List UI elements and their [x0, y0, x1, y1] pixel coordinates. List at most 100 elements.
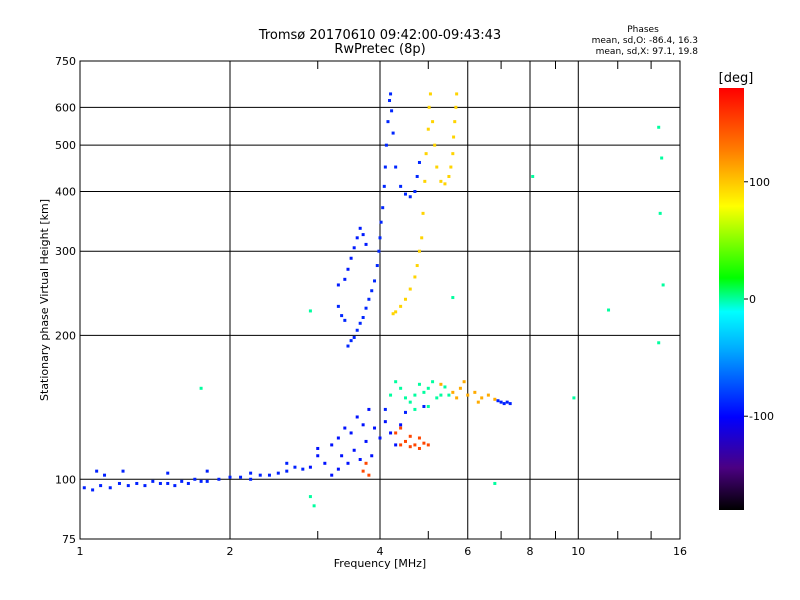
- data-point: [389, 431, 393, 435]
- x-tick-label: 8: [527, 545, 534, 558]
- data-point: [370, 289, 374, 293]
- data-point: [661, 283, 665, 287]
- data-point: [166, 481, 170, 485]
- data-point: [454, 105, 458, 109]
- data-point: [249, 471, 253, 475]
- data-point: [426, 386, 430, 390]
- data-point: [422, 404, 426, 408]
- data-point: [428, 92, 432, 96]
- data-point: [462, 380, 466, 384]
- data-point: [323, 461, 327, 465]
- data-point: [452, 135, 456, 139]
- data-point: [285, 461, 289, 465]
- data-point: [343, 426, 347, 430]
- data-point: [493, 481, 497, 485]
- data-point: [435, 165, 439, 169]
- data-point: [399, 304, 403, 308]
- data-point: [103, 473, 107, 477]
- data-point: [228, 475, 232, 479]
- y-tick-labels: 75 100 200 300 400 500 600 750: [55, 55, 76, 546]
- data-point: [417, 382, 421, 386]
- data-point: [476, 400, 480, 404]
- data-point: [330, 473, 334, 477]
- data-point: [508, 402, 512, 406]
- data-point: [417, 436, 421, 440]
- data-point: [502, 402, 506, 406]
- data-point: [391, 131, 395, 135]
- data-point: [420, 236, 424, 240]
- data-point: [423, 179, 427, 183]
- series-8: [391, 92, 459, 316]
- data-point: [403, 297, 407, 301]
- x-tick-label: 10: [571, 545, 585, 558]
- data-point: [453, 120, 457, 124]
- data-point: [531, 174, 535, 178]
- series-9: [199, 125, 665, 508]
- data-point: [239, 475, 243, 479]
- data-point: [415, 174, 419, 178]
- data-point: [355, 236, 359, 240]
- data-point: [355, 328, 359, 332]
- data-point: [316, 454, 320, 458]
- plot-frame: [79, 60, 681, 540]
- data-point: [158, 481, 162, 485]
- data-point: [403, 192, 407, 196]
- y-tick-label: 200: [55, 329, 76, 342]
- data-point: [657, 341, 661, 345]
- series-5: [361, 426, 430, 477]
- data-point: [340, 314, 344, 318]
- data-point: [267, 473, 271, 477]
- data-point: [433, 143, 437, 147]
- data-point: [424, 152, 428, 156]
- x-tick-label: 1: [77, 545, 84, 558]
- data-point: [340, 454, 344, 458]
- data-point: [431, 380, 435, 384]
- data-point: [352, 246, 356, 250]
- series-2: [389, 380, 451, 411]
- stats-o-mode: mean, sd,O: -86.4, 16.3: [592, 36, 698, 46]
- data-point: [417, 446, 421, 450]
- data-point: [408, 400, 412, 404]
- series-4: [383, 399, 512, 414]
- data-point: [499, 400, 503, 404]
- data-point: [166, 471, 170, 475]
- data-point: [422, 390, 426, 394]
- data-point: [82, 486, 86, 490]
- data-point: [480, 396, 484, 400]
- data-point: [403, 410, 407, 414]
- data-point: [346, 267, 350, 271]
- data-point: [364, 439, 368, 443]
- data-point: [91, 488, 95, 492]
- data-point: [199, 386, 203, 390]
- data-point: [403, 439, 407, 443]
- colorbar-label: [deg]: [719, 71, 754, 86]
- data-point: [486, 393, 490, 397]
- data-point: [249, 477, 253, 481]
- data-point: [336, 467, 340, 471]
- data-point: [95, 469, 99, 473]
- data-point: [205, 469, 209, 473]
- series-3: [439, 380, 497, 404]
- series-0: [82, 461, 305, 492]
- data-point: [427, 105, 431, 109]
- data-point: [349, 256, 353, 260]
- data-point: [205, 479, 209, 483]
- data-point: [390, 109, 394, 113]
- data-point: [455, 92, 459, 96]
- data-point: [358, 457, 362, 461]
- y-tick-label: 75: [62, 533, 76, 546]
- data-point: [143, 484, 147, 488]
- data-point: [572, 396, 576, 400]
- data-point: [413, 443, 417, 447]
- data-point: [364, 461, 368, 465]
- colorbar: [719, 88, 744, 510]
- y-axis-label: Stationary phase Virtual Height [km]: [38, 199, 51, 401]
- x-tick-label: 6: [464, 545, 471, 558]
- data-point: [355, 415, 359, 419]
- data-point: [367, 407, 371, 411]
- y-tick-label: 100: [55, 473, 76, 486]
- data-point: [394, 165, 398, 169]
- data-point: [386, 120, 390, 124]
- data-point: [408, 287, 412, 291]
- data-point: [399, 184, 403, 188]
